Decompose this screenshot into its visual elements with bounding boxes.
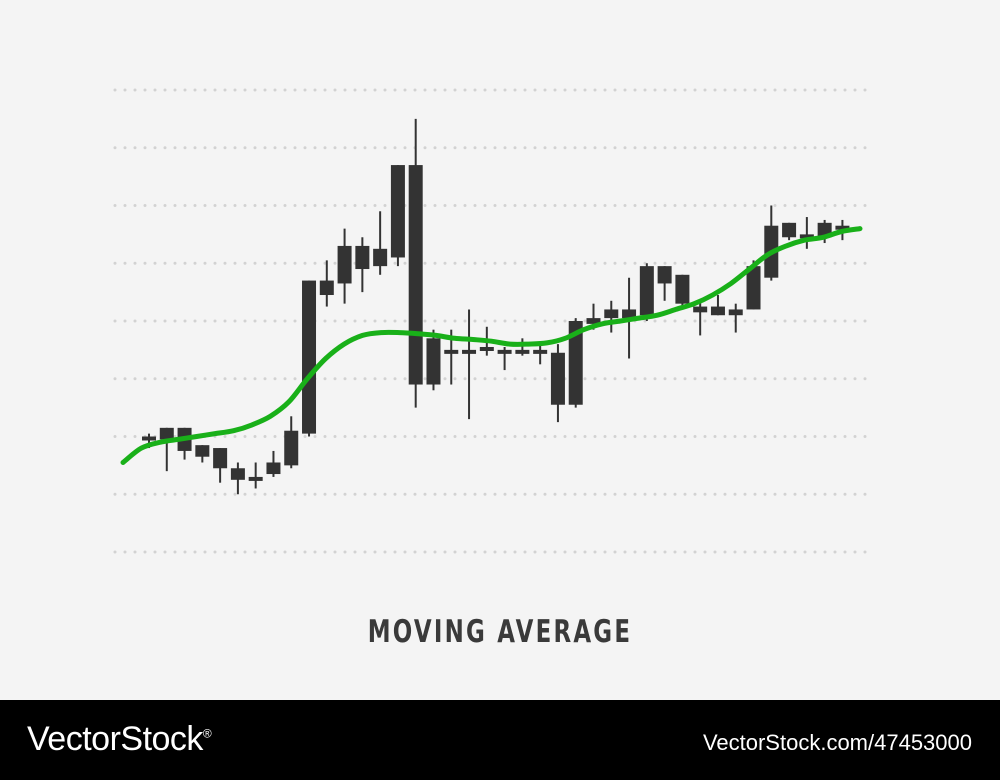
- candle-body: [408, 165, 423, 385]
- candle: [764, 205, 779, 281]
- candle: [248, 462, 263, 489]
- candle-body: [462, 349, 477, 354]
- candle-body: [248, 476, 263, 481]
- grid-lines: [113, 88, 877, 554]
- candle: [462, 309, 477, 420]
- moving-average-line: [120, 226, 863, 465]
- candle: [284, 416, 299, 469]
- candle: [408, 118, 423, 408]
- candle-body: [657, 266, 672, 284]
- image-id: VectorStock.com/47453000: [702, 730, 972, 755]
- candle-body: [195, 445, 210, 457]
- brand-logo: VectorStock®: [27, 720, 212, 759]
- candle-body: [426, 338, 441, 385]
- candle-body: [355, 245, 370, 270]
- candle-body: [444, 349, 459, 354]
- candle: [675, 274, 690, 310]
- candle: [693, 300, 708, 336]
- candle-body: [799, 234, 814, 239]
- chart-title: MOVING AVERAGE: [368, 615, 632, 650]
- candle-body: [639, 266, 654, 316]
- candle-body: [230, 468, 245, 480]
- candle: [195, 445, 210, 463]
- candle: [799, 217, 814, 249]
- candle-body: [533, 349, 548, 354]
- candle-body: [622, 309, 637, 319]
- candle: [426, 329, 441, 391]
- candle-body: [746, 266, 761, 310]
- candle-body: [159, 427, 174, 440]
- candle: [515, 338, 530, 356]
- brand-name: VectorStock: [27, 720, 203, 758]
- candle: [355, 237, 370, 293]
- candles: [142, 118, 850, 495]
- candle: [159, 427, 174, 472]
- candle-body: [302, 280, 317, 434]
- candle-body: [586, 318, 601, 324]
- candle-body: [782, 222, 797, 238]
- candle: [230, 462, 245, 495]
- candle-body: [284, 430, 299, 466]
- candle: [782, 222, 797, 241]
- candle-body: [337, 245, 352, 284]
- candle: [213, 448, 228, 483]
- candle-body: [515, 349, 530, 354]
- candle: [266, 450, 281, 477]
- candle-body: [266, 462, 281, 475]
- candle-body: [213, 448, 228, 469]
- candle: [604, 300, 619, 333]
- candle: [533, 344, 548, 365]
- candle: [550, 344, 565, 423]
- candle-body: [550, 352, 565, 405]
- candle: [319, 260, 334, 307]
- footer-bar: [0, 700, 1000, 780]
- candle: [177, 427, 192, 460]
- candle-body: [373, 248, 388, 267]
- candle-body: [497, 349, 512, 354]
- candle-body: [479, 346, 494, 351]
- candlestick-chart: MOVING AVERAGE: [113, 88, 877, 650]
- candle: [728, 303, 743, 333]
- candle: [710, 295, 725, 316]
- candle-body: [142, 436, 156, 441]
- candle-body: [728, 309, 743, 316]
- candle: [390, 165, 405, 267]
- candle: [497, 346, 512, 371]
- candle-body: [710, 306, 725, 316]
- candle: [657, 266, 672, 301]
- candle-body: [568, 321, 583, 405]
- candle: [302, 280, 317, 437]
- candle: [337, 228, 352, 304]
- candle-body: [693, 306, 708, 313]
- candle: [373, 211, 388, 275]
- candle-body: [604, 309, 619, 319]
- candle-body: [390, 165, 405, 258]
- candle-body: [835, 225, 850, 230]
- candle-body: [675, 274, 690, 304]
- brand-registered-mark: ®: [202, 726, 212, 741]
- candle-body: [319, 280, 334, 296]
- candle: [639, 263, 654, 321]
